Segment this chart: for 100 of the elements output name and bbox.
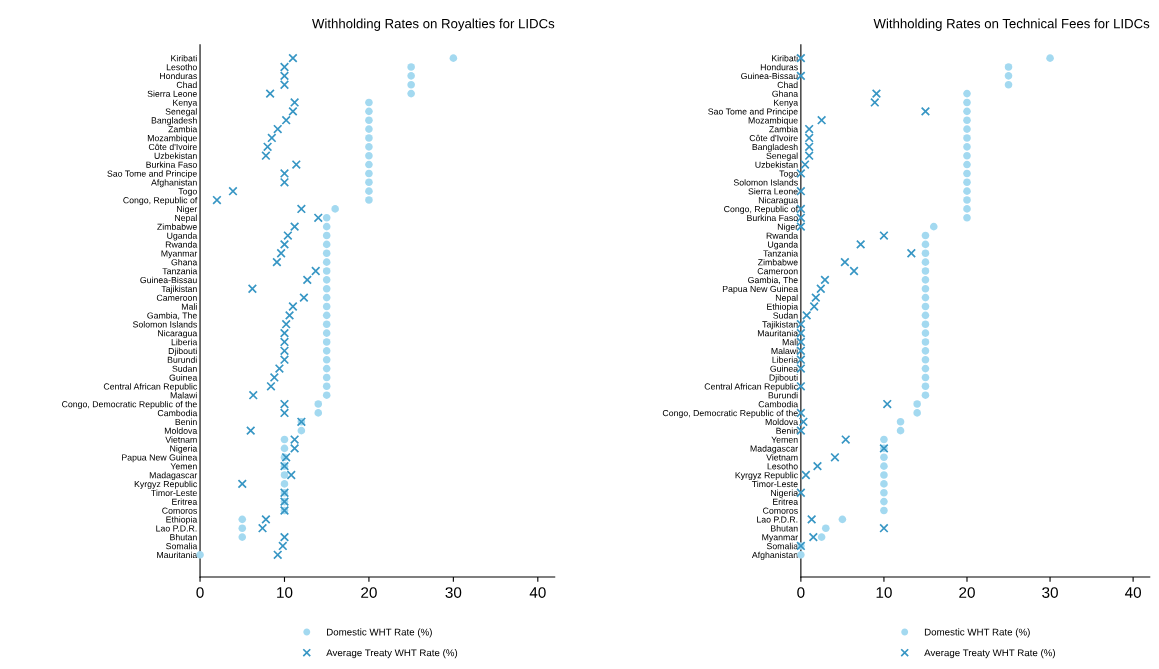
y-tick-label: Guinea xyxy=(770,365,799,372)
y-tick-label: Congo, Democratic Republic of the xyxy=(62,400,197,410)
y-tick-label: Lesotho xyxy=(767,462,798,470)
y-tick-label: Tanzania xyxy=(763,250,799,257)
y-tick-label: Cambodia xyxy=(157,409,198,417)
y-tick-label: Comoros xyxy=(763,507,798,514)
y-tick-label: Honduras xyxy=(760,63,798,71)
y-tick-label: Zimbabwe xyxy=(157,223,197,230)
y-tick-label: Bhutan xyxy=(771,525,798,532)
y-tick-label: Tajikistan xyxy=(762,321,798,330)
y-tick-label: Yemen xyxy=(170,463,197,470)
y-tick-label: Cameroon xyxy=(757,268,798,275)
y-tick-label: Mauritania xyxy=(757,329,799,337)
y-tick-label: Zambia xyxy=(769,125,799,133)
y-tick-label: Guinea-Bissau xyxy=(741,72,798,80)
y-tick-label: Sao Tome and Principe xyxy=(107,170,197,179)
y-tick-label: Djibouti xyxy=(769,374,798,383)
y-tick-label: Bhutan xyxy=(170,533,197,541)
y-tick-label: Gambia, The xyxy=(748,276,798,285)
y-tick-label: Cambodia xyxy=(758,400,799,408)
y-tick-label: Uganda xyxy=(768,241,799,250)
legend-label: Average Treaty WHT Rate (%) xyxy=(924,649,1056,659)
y-tick-label: Zimbabwe xyxy=(758,258,798,266)
x-tick-label: 0 xyxy=(797,587,805,598)
y-tick-label: Tanzania xyxy=(162,267,198,275)
y-tick-label: Chad xyxy=(777,81,798,88)
y-tick-label: Tajikistan xyxy=(161,285,197,294)
y-tick-label: Bangladesh xyxy=(752,143,798,152)
y-tick-label: Moldova xyxy=(164,427,198,434)
y-tick-label: Myanmar xyxy=(161,250,198,259)
y-tick-label: Malawi xyxy=(170,392,197,399)
y-tick-label: Guinea-Bissau xyxy=(140,276,197,284)
y-tick-label: Ghana xyxy=(171,258,198,266)
y-tick-label: Somalia xyxy=(166,542,198,550)
y-tick-label: Lao P.D.R. xyxy=(757,516,798,523)
y-tick-label: Madagascar xyxy=(750,445,798,454)
y-tick-label: Moldova xyxy=(765,418,799,426)
y-tick-label: Timor-Leste xyxy=(751,480,798,488)
x-tick-label: 20 xyxy=(959,587,975,598)
y-tick-label: Togo xyxy=(178,188,197,197)
y-tick-label: Papua New Guinea xyxy=(722,285,799,294)
y-tick-label: Somalia xyxy=(766,542,799,550)
y-tick-label: Eritrea xyxy=(172,498,198,505)
y-tick-label: Afghanistan xyxy=(151,179,197,188)
y-tick-label: Central African Republic xyxy=(103,383,198,392)
y-tick-label: Mozambique xyxy=(748,117,798,126)
y-tick-label: Liberia xyxy=(772,356,799,363)
y-tick-label: Lesotho xyxy=(166,63,197,71)
y-tick-label: Comoros xyxy=(162,507,197,514)
y-tick-label: Madagascar xyxy=(149,471,198,480)
y-tick-label: Zambia xyxy=(168,125,198,133)
y-tick-label: Vietnam xyxy=(766,454,798,461)
y-tick-label: Benin xyxy=(175,418,197,426)
y-tick-label: Senegal xyxy=(766,152,798,161)
chart-title: Withholding Rates on Royalties for LIDCs xyxy=(312,18,555,31)
x-tick-label: 0 xyxy=(196,587,204,598)
y-tick-label: Lao P.D.R. xyxy=(156,525,197,532)
y-tick-label: Honduras xyxy=(160,72,197,80)
y-tick-label: Gambia, The xyxy=(147,312,197,320)
y-tick-label: Sierra Leone xyxy=(147,90,197,97)
y-tick-label: Senegal xyxy=(165,108,197,117)
y-tick-label: Nigeria xyxy=(170,445,198,454)
y-tick-label: Vietnam xyxy=(165,436,197,443)
y-tick-label: Solomon Islands xyxy=(733,179,798,186)
y-tick-label: Djibouti xyxy=(168,347,197,356)
y-tick-label: Yemen xyxy=(771,436,798,443)
y-tick-label: Mozambique xyxy=(147,134,197,143)
y-tick-label: Timor-Leste xyxy=(151,489,197,497)
y-tick-label: Liberia xyxy=(171,338,198,346)
x-tick-label: 30 xyxy=(445,587,462,598)
y-tick-label: Kyrgyz Republic xyxy=(134,480,198,489)
y-tick-label: Central African Republic xyxy=(704,383,798,392)
y-tick-label: Nicaragua xyxy=(758,196,799,206)
y-tick-label: Congo, Republic of xyxy=(724,205,799,214)
y-tick-label: Mali xyxy=(181,303,197,310)
y-tick-label: Sudan xyxy=(172,365,197,372)
y-tick-label: Rwanda xyxy=(766,232,799,239)
x-tick-label: 40 xyxy=(529,587,546,598)
y-tick-label: Cameroon xyxy=(156,294,197,301)
x-tick-label: 30 xyxy=(1042,587,1058,598)
y-tick-label: Kenya xyxy=(774,99,799,108)
y-tick-label: Nigeria xyxy=(771,489,799,498)
y-tick-label: Afghanistan xyxy=(751,551,798,560)
y-tick-label: Bangladesh xyxy=(151,117,197,126)
y-tick-label: Ghana xyxy=(772,90,799,97)
y-tick-label: Niger xyxy=(177,205,198,214)
y-tick-label: Niger xyxy=(777,223,798,232)
y-tick-label: Uzbekistan xyxy=(154,152,197,159)
y-tick-label: Kyrgyz Republic xyxy=(735,471,798,480)
y-tick-label: Eritrea xyxy=(773,498,799,505)
x-tick-label: 20 xyxy=(361,587,377,598)
y-tick-label: Congo, Republic of xyxy=(123,196,198,206)
y-tick-label: Côte d'Ivoire xyxy=(148,143,197,151)
y-tick-label: Uganda xyxy=(167,232,198,241)
y-tick-label: Rwanda xyxy=(165,241,198,248)
y-tick-label: Kenya xyxy=(173,99,198,108)
y-tick-label: Burundi xyxy=(768,392,798,399)
y-tick-label: Sierra Leone xyxy=(748,188,798,195)
y-tick-label: Solomon Islands xyxy=(132,321,197,328)
y-tick-label: Côte d'Ivoire xyxy=(749,134,798,142)
